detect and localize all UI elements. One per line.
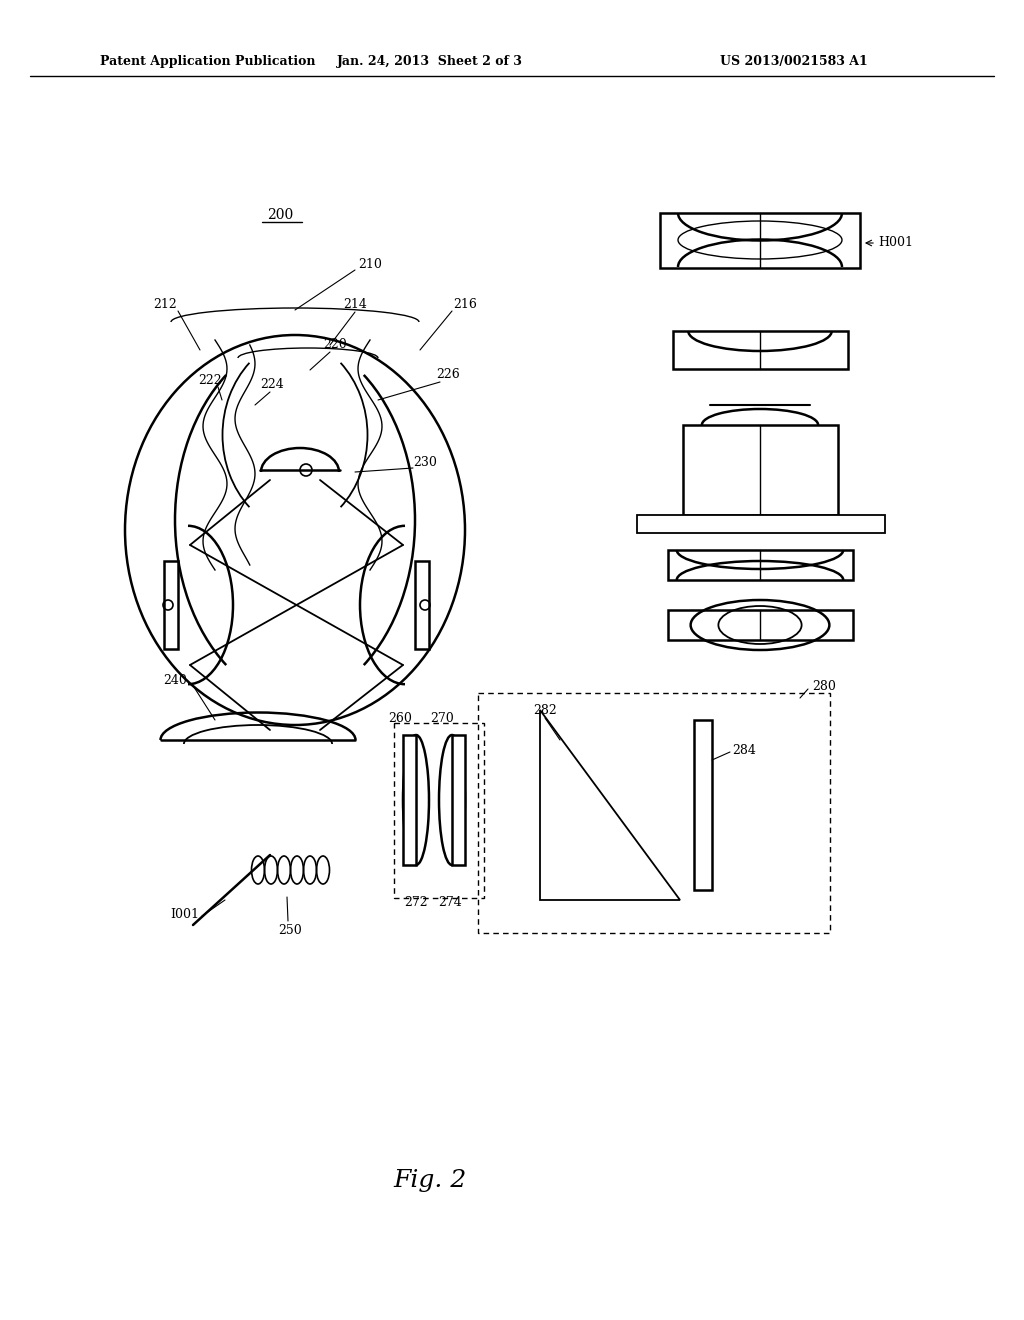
Text: 214: 214	[343, 298, 367, 312]
Text: 240: 240	[163, 673, 187, 686]
Text: Fig. 2: Fig. 2	[393, 1168, 467, 1192]
Text: 200: 200	[267, 209, 293, 222]
Text: 220: 220	[324, 338, 347, 351]
Bar	[415, 561, 429, 649]
Bar	[637, 515, 885, 533]
Text: Patent Application Publication: Patent Application Publication	[100, 55, 315, 69]
Text: 226: 226	[436, 368, 460, 381]
Text: H001: H001	[878, 236, 913, 249]
Text: 210: 210	[358, 259, 382, 272]
Text: US 2013/0021583 A1: US 2013/0021583 A1	[720, 55, 867, 69]
Text: Jan. 24, 2013  Sheet 2 of 3: Jan. 24, 2013 Sheet 2 of 3	[337, 55, 523, 69]
Bar	[394, 723, 484, 898]
Text: 284: 284	[732, 743, 756, 756]
Bar	[673, 331, 848, 370]
Text: 260: 260	[388, 711, 412, 725]
Text: 250: 250	[279, 924, 302, 936]
Text: I001: I001	[171, 908, 200, 921]
Text: 280: 280	[812, 680, 836, 693]
Bar	[668, 610, 853, 640]
Bar	[452, 735, 465, 865]
Bar	[683, 425, 838, 515]
Bar	[403, 735, 416, 865]
Bar	[164, 561, 178, 649]
Text: 212: 212	[154, 298, 177, 312]
Text: 224: 224	[260, 379, 284, 392]
Bar	[478, 693, 830, 933]
Bar	[668, 550, 853, 579]
Text: 222: 222	[199, 374, 222, 387]
Bar	[660, 213, 860, 268]
Text: 270: 270	[430, 711, 454, 725]
Bar	[694, 719, 712, 890]
Text: 216: 216	[453, 298, 477, 312]
Text: 274: 274	[438, 895, 462, 908]
Text: 272: 272	[404, 895, 428, 908]
Text: 282: 282	[534, 704, 557, 717]
Text: 230: 230	[413, 457, 437, 470]
